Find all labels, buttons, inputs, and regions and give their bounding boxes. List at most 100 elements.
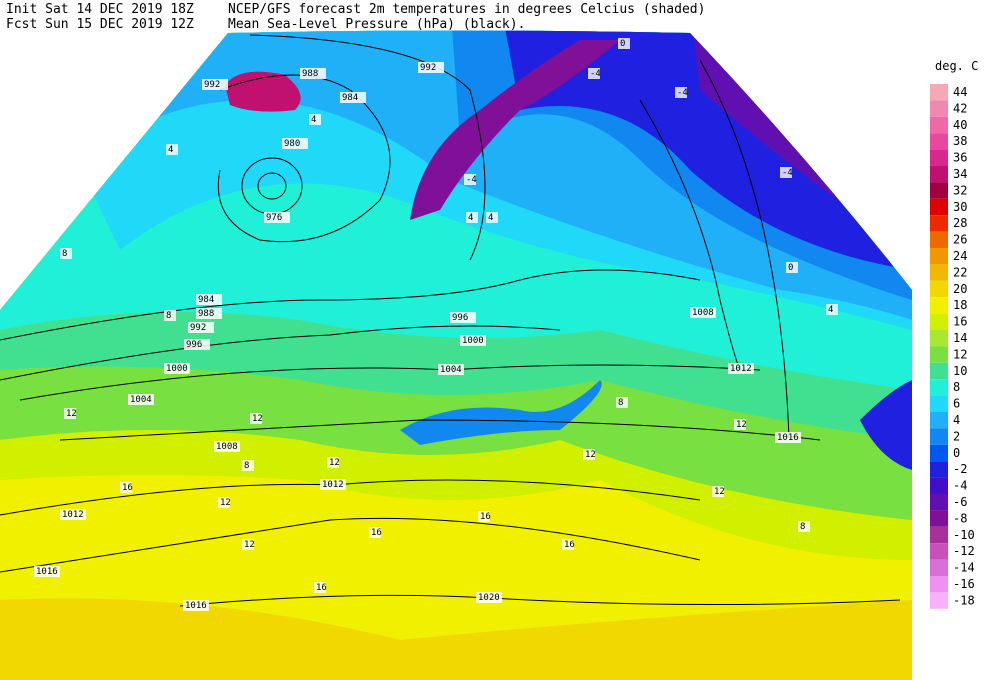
legend-label: -10 <box>953 528 975 542</box>
isobar-label-bg <box>300 68 326 79</box>
legend-swatch <box>930 444 948 462</box>
temperature-label-bg <box>164 310 176 321</box>
legend-title: deg. C <box>935 59 978 73</box>
legend-label: 42 <box>953 101 967 115</box>
temperature-label: 4 <box>488 213 493 223</box>
legend-swatch <box>930 198 948 216</box>
temperature-label-bg <box>618 38 630 49</box>
legend-swatch <box>930 84 948 101</box>
temperature-label: -4 <box>782 168 793 178</box>
isobar-label: 1004 <box>130 395 152 405</box>
temperature-label-bg <box>712 486 724 497</box>
temperature-label-bg <box>166 144 178 155</box>
temperature-label: 8 <box>618 398 623 408</box>
isobar-label-bg <box>418 62 444 73</box>
temperature-label: 12 <box>329 458 340 468</box>
temperature-label-bg <box>309 114 321 125</box>
title-line-1: NCEP/GFS forecast 2m temperatures in deg… <box>228 2 705 17</box>
temperature-label-bg <box>562 539 574 550</box>
isobar-label: 984 <box>342 93 358 103</box>
isobar-label: 984 <box>198 295 214 305</box>
isobar-label-bg <box>775 432 801 443</box>
isobar <box>257 172 287 200</box>
temperature-label-bg <box>218 497 230 508</box>
legend-label: 10 <box>953 364 967 378</box>
temperature-label-bg <box>242 539 254 550</box>
shade-20 <box>0 598 912 680</box>
legend-label: 8 <box>953 380 960 394</box>
legend-label: -12 <box>953 544 975 558</box>
legend-label: 2 <box>953 429 960 443</box>
legend-swatch <box>930 494 948 511</box>
temperature-label: 4 <box>468 213 473 223</box>
legend-label: -14 <box>953 561 975 575</box>
legend-swatch <box>930 412 948 429</box>
isobar-label: 988 <box>198 309 214 319</box>
temperature-label-bg <box>798 521 810 532</box>
isobar-label: 1016 <box>36 567 58 577</box>
temperature-label: 0 <box>788 263 793 273</box>
isobar-label: 980 <box>284 139 300 149</box>
isobar-label: 996 <box>186 340 202 350</box>
legend-swatch <box>930 477 948 494</box>
legend-swatch <box>930 166 948 183</box>
isobar-label: 1000 <box>462 336 484 346</box>
isobar <box>59 419 821 441</box>
legend-label: -2 <box>953 462 967 476</box>
legend-swatch <box>930 215 948 232</box>
legend-label: 30 <box>953 200 967 214</box>
isobar-label-bg <box>476 592 502 603</box>
legend-label: 4 <box>953 413 960 427</box>
caucasus-cold <box>860 380 912 470</box>
isobar-label: 1000 <box>166 364 188 374</box>
temperature-label-bg <box>64 408 76 419</box>
temperature-label-bg <box>675 87 687 98</box>
legend-swatch <box>930 182 948 199</box>
temperature-label: 12 <box>736 420 747 430</box>
legend-swatch <box>930 116 948 134</box>
temperature-label: 12 <box>244 540 255 550</box>
legend-swatch <box>930 576 948 593</box>
temperature-label: 4 <box>828 305 833 315</box>
temperature-label-bg <box>327 457 339 468</box>
legend-swatch <box>930 313 948 330</box>
temperature-label-bg <box>486 212 498 223</box>
temperature-label: 16 <box>122 483 133 493</box>
temperature-label-bg <box>60 248 72 259</box>
legend-label: 28 <box>953 216 967 230</box>
legend-label: 24 <box>953 249 967 263</box>
temperature-label: 4 <box>168 145 173 155</box>
temperature-label-bg <box>478 511 490 522</box>
legend-label: -8 <box>953 511 967 525</box>
isobar-label-bg <box>202 79 228 90</box>
init-text: Init Sat 14 DEC 2019 18Z <box>6 2 194 17</box>
legend-label: 16 <box>953 315 967 329</box>
temperature-label: -4 <box>677 88 688 98</box>
isobar-label-bg <box>196 294 222 305</box>
isobar-label: 1004 <box>440 365 462 375</box>
isobar-label-bg <box>183 600 209 611</box>
legend-label: 12 <box>953 347 967 361</box>
legend-swatch <box>930 526 948 544</box>
legend-swatch <box>930 559 948 576</box>
isobar-label: 992 <box>204 80 220 90</box>
legend-swatch <box>930 362 948 380</box>
legend-swatch <box>930 248 948 265</box>
isobar <box>699 59 790 439</box>
legend-swatch <box>930 379 948 396</box>
isobar-label: 1008 <box>692 308 714 318</box>
isobar-label-bg <box>460 335 486 346</box>
legend-swatch <box>930 543 948 560</box>
temperature-label: 4 <box>311 115 316 125</box>
legend-label: -16 <box>953 577 975 591</box>
legend-label: -18 <box>953 593 975 607</box>
isobar <box>0 269 701 341</box>
isobar-label-bg <box>320 479 346 490</box>
temperature-label: 12 <box>252 414 263 424</box>
isobar-label: 996 <box>452 313 468 323</box>
temperature-label-bg <box>120 482 132 493</box>
isobar-label-bg <box>214 441 240 452</box>
isobar-label: 988 <box>302 69 318 79</box>
temperature-label: -4 <box>590 69 601 79</box>
